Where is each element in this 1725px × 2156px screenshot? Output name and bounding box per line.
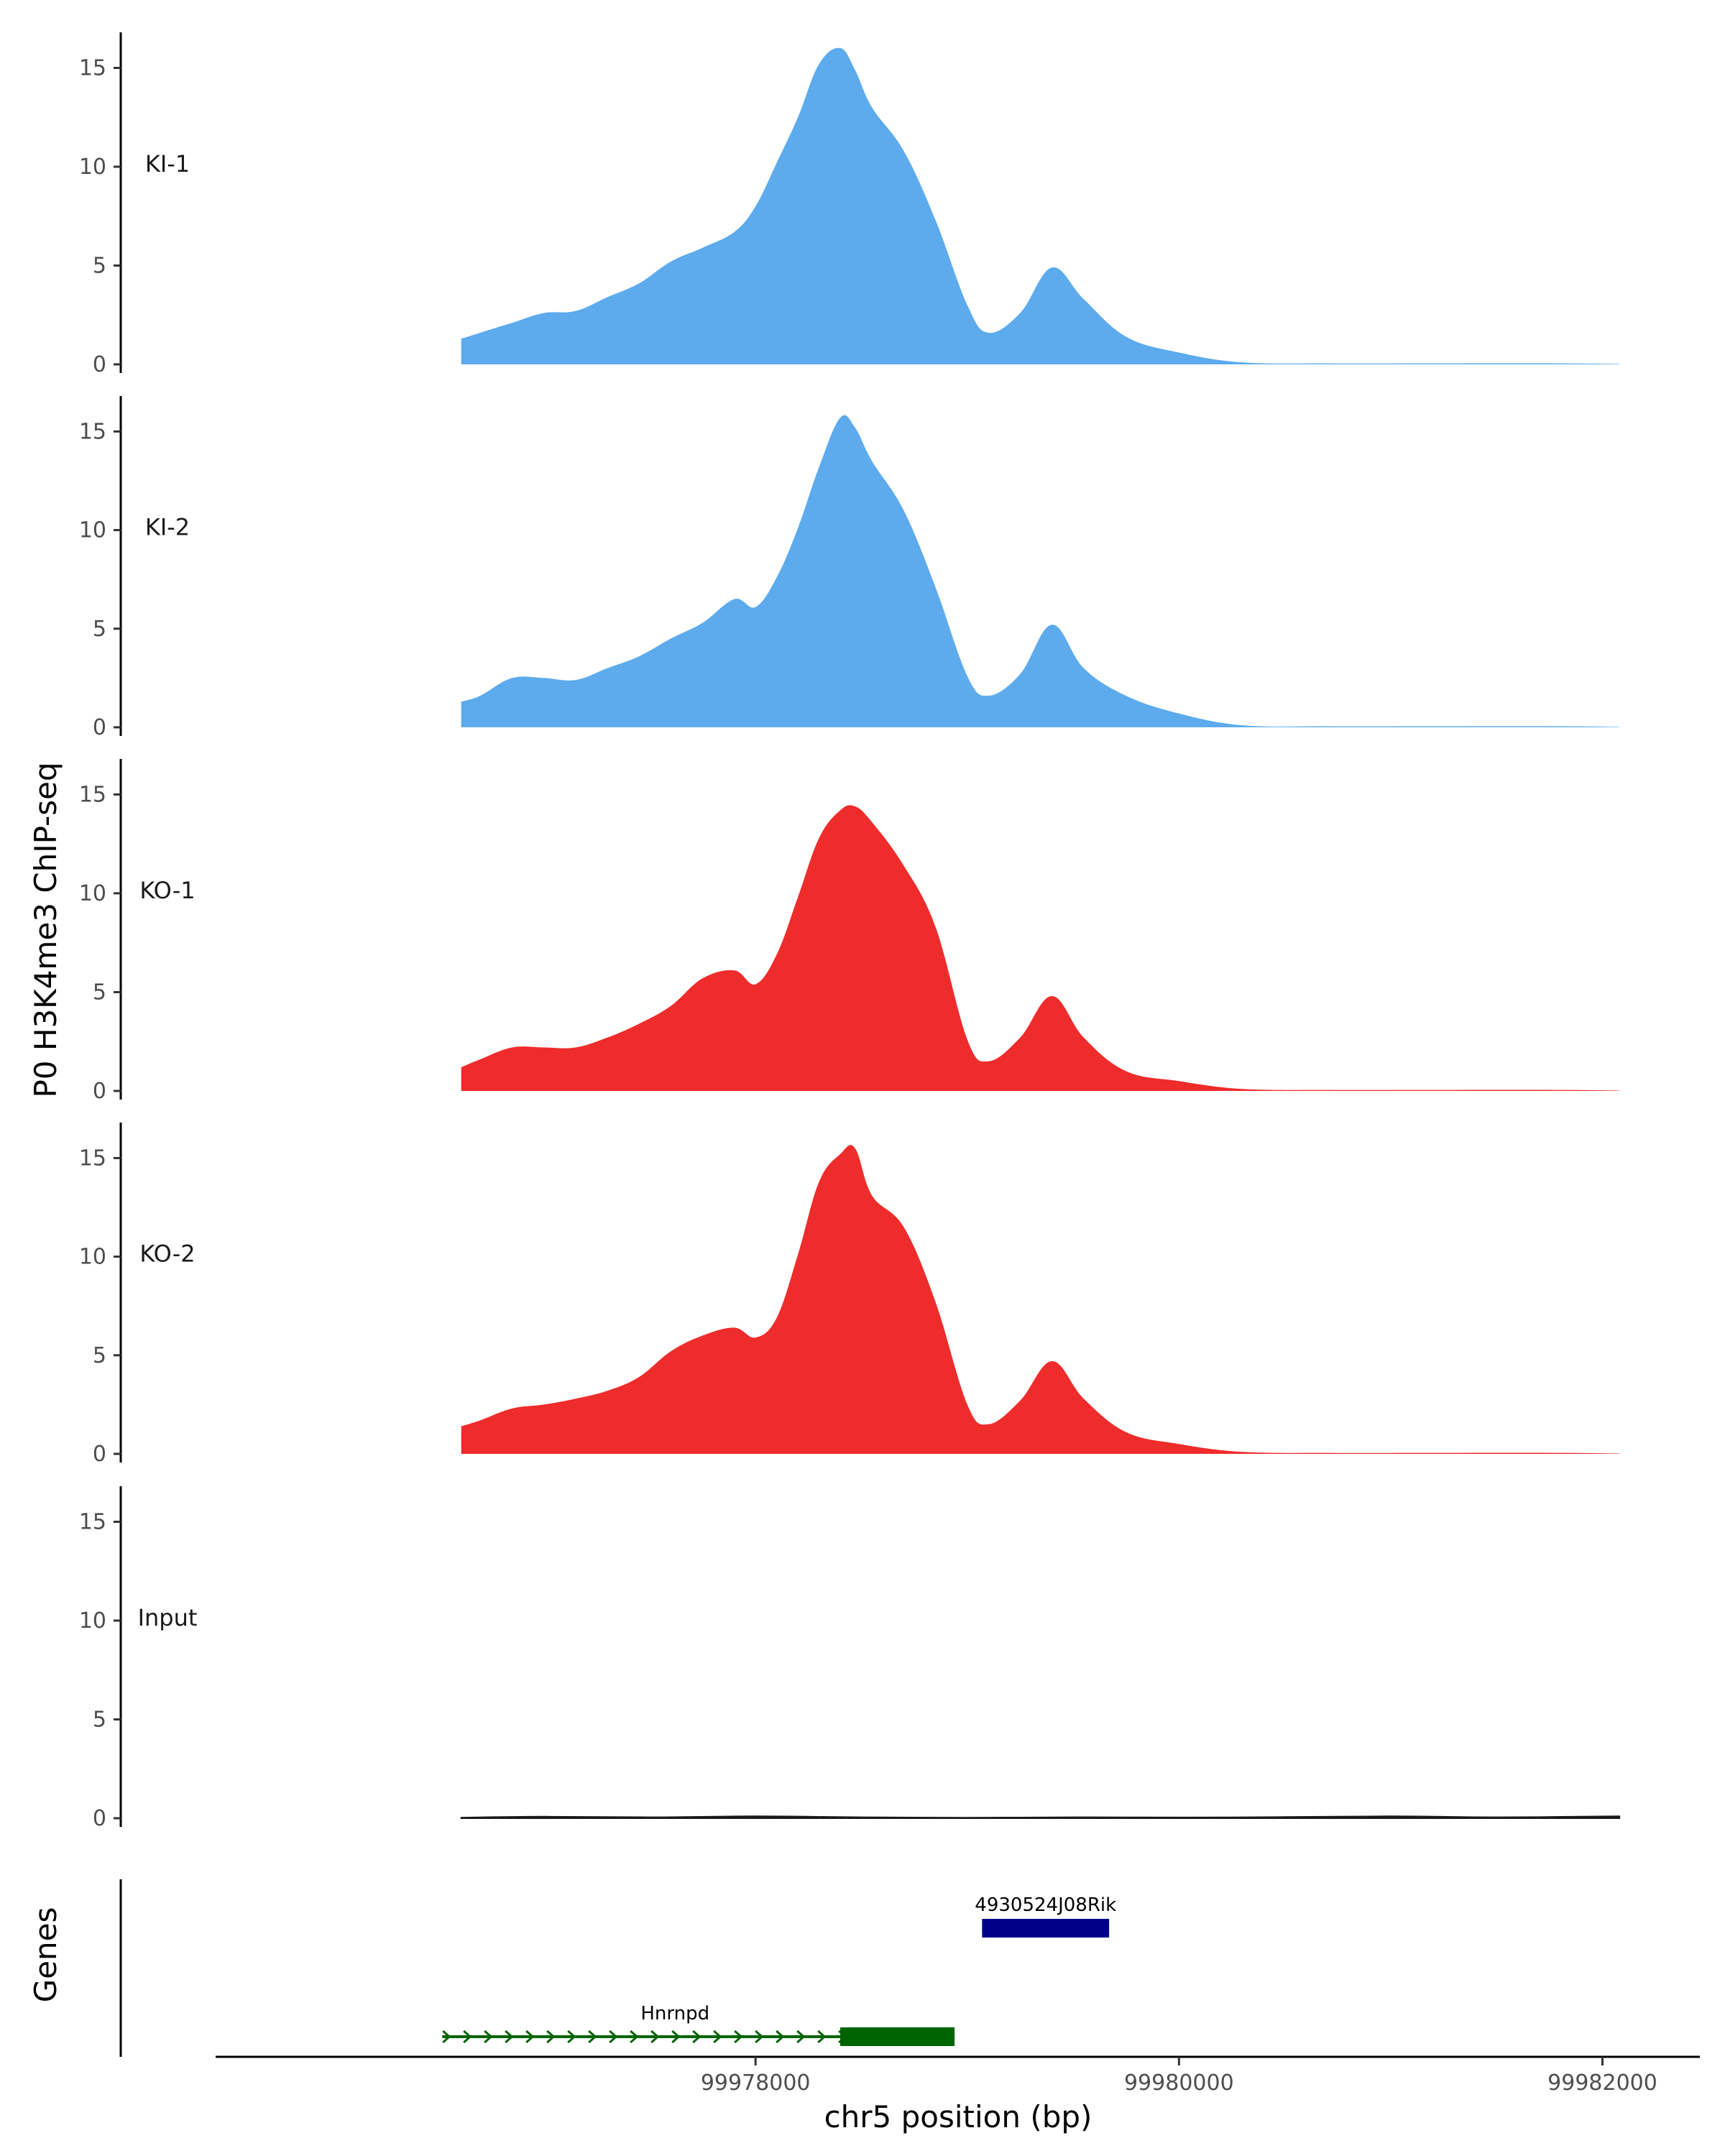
x-tick-label: 99980000 [1124, 2070, 1234, 2096]
track-ko-2: 0 5 10 15 KO-2 [79, 1123, 1620, 1467]
y-tick-label: 0 [93, 715, 106, 740]
y-tick-label: 15 [79, 1510, 106, 1535]
y-tick-label: 5 [93, 1708, 106, 1733]
strand-arrow [484, 2030, 493, 2044]
strand-arrow [796, 2030, 806, 2044]
track-input: 0 5 10 15 Input [79, 1486, 1621, 1831]
track-ki-2: 0 5 10 15 KI-2 [79, 396, 1620, 740]
strand-arrow [713, 2030, 722, 2044]
strand-arrow [442, 2030, 451, 2044]
gene-4930524j08rik: 4930524J08Rik [975, 1894, 1116, 1938]
y-tick-label: 5 [93, 980, 106, 1005]
y-axis-title: P0 H3K4me3 ChIP-seq [28, 762, 63, 1097]
x-tick-label: 99978000 [701, 2070, 811, 2096]
x-tick-label: 99982000 [1547, 2070, 1657, 2096]
y-tick-label: 5 [93, 1343, 106, 1368]
track-label-ki-1: KI-1 [145, 150, 190, 178]
y-tick-label: 15 [79, 1146, 106, 1171]
y-tick-label: 10 [79, 155, 106, 180]
strand-arrow [817, 2030, 827, 2044]
strand-arrow [630, 2030, 639, 2044]
y-tick-label: 0 [93, 1442, 106, 1467]
signal-area-ko-1 [461, 805, 1620, 1091]
y-tick-label: 15 [79, 419, 106, 444]
gene-annotation-panel: 4930524J08Rik Hnrnpd [119, 1879, 1116, 2057]
y-tick-label: 10 [79, 518, 106, 543]
y-tick-label: 5 [93, 617, 106, 642]
y-tick-label: 0 [93, 1806, 106, 1831]
gene-exon [840, 2027, 955, 2046]
strand-arrow [546, 2030, 556, 2044]
signal-area-input [460, 1815, 1621, 1819]
strand-arrow [692, 2030, 702, 2044]
strand-arrow [525, 2030, 535, 2044]
x-axis-title: chr5 position (bp) [824, 2099, 1092, 2134]
genes-panel-title: Genes [28, 1907, 63, 2003]
y-tick-label: 15 [79, 56, 106, 81]
strand-arrow [755, 2030, 764, 2044]
track-label-input: Input [138, 1604, 198, 1631]
strand-arrow [588, 2030, 597, 2044]
strand-arrow [650, 2030, 660, 2044]
y-tick-label: 5 [93, 254, 106, 279]
y-tick-label: 15 [79, 783, 106, 808]
strand-arrow [609, 2030, 618, 2044]
strand-arrow [505, 2030, 514, 2044]
track-label-ki-2: KI-2 [145, 513, 190, 540]
strand-arrow [567, 2030, 576, 2044]
track-label-ko-2: KO-2 [139, 1240, 195, 1267]
gene-label: 4930524J08Rik [975, 1894, 1116, 1916]
y-tick-label: 10 [79, 1608, 106, 1634]
gene-label: Hnrnpd [640, 2003, 709, 2024]
signal-area-ki-2 [461, 415, 1620, 727]
signal-tracks: 0 5 10 15 KI-1 0 5 10 15 KI-2 0 5 10 15 KO-1 0 5 10 15 KO-2… [79, 32, 1621, 1831]
strand-arrow [671, 2030, 681, 2044]
y-tick-label: 10 [79, 1245, 106, 1270]
strand-arrow [734, 2030, 743, 2044]
y-tick-label: 0 [93, 1079, 106, 1104]
signal-area-ko-2 [461, 1145, 1620, 1454]
x-axis: 99978000 99980000 99982000 [216, 2055, 1700, 2096]
strand-arrow [776, 2030, 785, 2044]
track-ko-1: 0 5 10 15 KO-1 [79, 759, 1620, 1104]
gene-exon [982, 1919, 1110, 1938]
signal-area-ki-1 [461, 47, 1620, 365]
gene-hnrnpd: Hnrnpd [442, 2003, 955, 2046]
strand-arrow [463, 2030, 472, 2044]
y-tick-label: 0 [93, 352, 106, 377]
y-tick-label: 10 [79, 881, 106, 906]
track-ki-1: 0 5 10 15 KI-1 [79, 32, 1620, 377]
track-label-ko-1: KO-1 [139, 877, 195, 904]
